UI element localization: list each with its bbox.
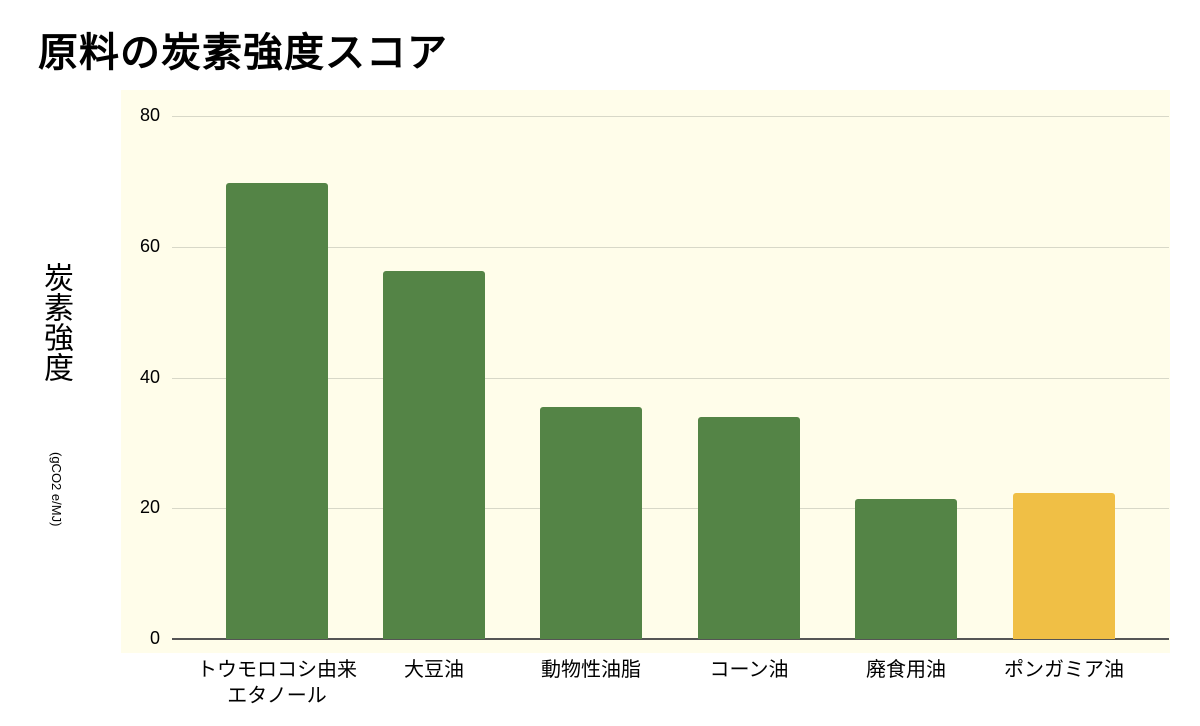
x-tick-label: 廃食用油: [866, 657, 946, 681]
y-tick-label: 0: [149, 628, 160, 648]
bar[interactable]: [226, 183, 328, 639]
gridline: [172, 116, 1169, 117]
bar[interactable]: [1013, 493, 1115, 639]
y-axis-unit: (gCO2 e/MJ): [49, 452, 64, 527]
y-tick-label: 40: [139, 366, 160, 387]
x-tick-label: ポンガミア油: [1004, 657, 1124, 681]
x-tick-label: コーン油: [709, 657, 789, 681]
bar[interactable]: [540, 406, 642, 639]
bar[interactable]: [698, 417, 800, 639]
x-tick-label: 大豆油: [404, 657, 464, 681]
x-axis-baseline: [172, 638, 1169, 640]
y-tick-label: 80: [139, 105, 160, 125]
gridline: [172, 508, 1169, 510]
x-tick-label: トウモロコシ由来 エタノール: [197, 657, 357, 707]
y-axis-label: 炭素強度: [30, 262, 80, 382]
gridline: [172, 246, 1169, 248]
y-tick-label: 60: [139, 235, 160, 256]
gridline: [172, 377, 1169, 379]
bar[interactable]: [855, 499, 957, 639]
y-tick-label: 20: [139, 497, 160, 518]
y-axis-title: 炭素強度: [38, 262, 73, 382]
bar[interactable]: [383, 270, 485, 639]
x-tick-label: 動物性油脂: [541, 657, 641, 681]
chart-title: 原料の炭素強度スコア: [38, 30, 448, 76]
